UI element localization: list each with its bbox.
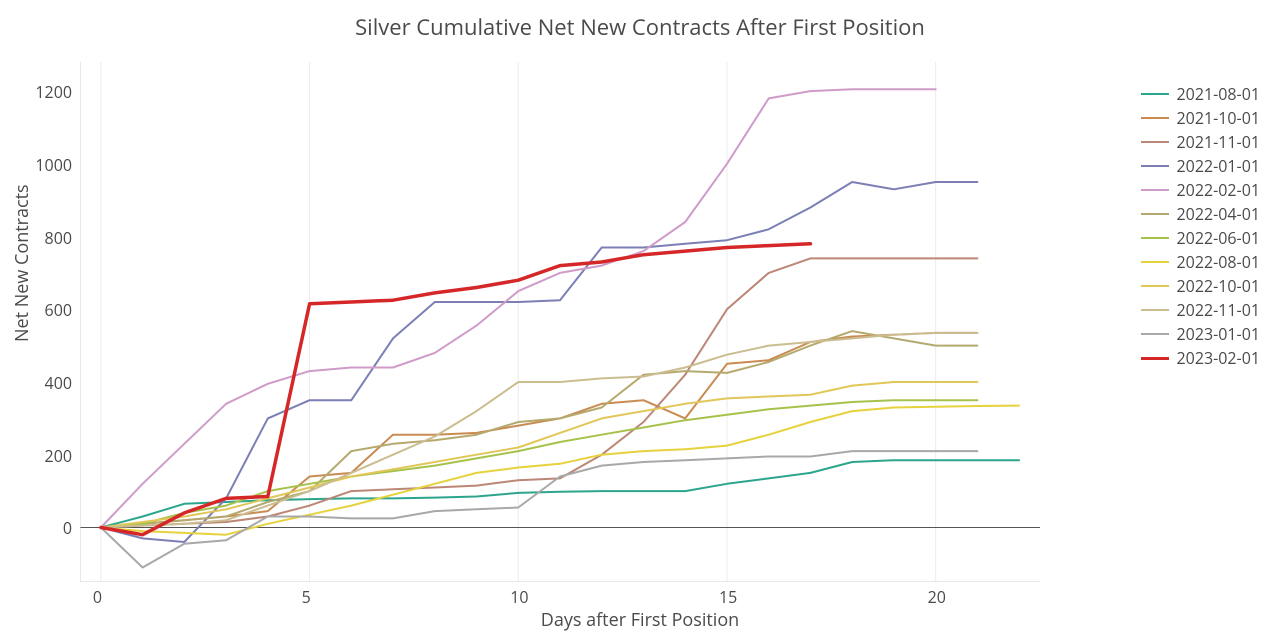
legend-swatch <box>1141 189 1169 191</box>
legend-item[interactable]: 2023-01-01 <box>1141 322 1260 346</box>
chart-title: Silver Cumulative Net New Contracts Afte… <box>0 0 1280 42</box>
legend-swatch <box>1141 261 1169 263</box>
x-tick-label: 15 <box>719 586 737 608</box>
x-axis-title: Days after First Position <box>0 608 1280 632</box>
legend-item[interactable]: 2021-10-01 <box>1141 106 1260 130</box>
y-tick-label: 1000 <box>35 154 72 176</box>
legend-swatch <box>1141 117 1169 119</box>
y-tick-label: 400 <box>45 372 72 394</box>
legend-label: 2022-02-01 <box>1177 179 1260 201</box>
legend-label: 2022-10-01 <box>1177 275 1260 297</box>
x-tick-label: 0 <box>93 586 102 608</box>
legend-item[interactable]: 2022-11-01 <box>1141 298 1260 322</box>
legend-label: 2022-06-01 <box>1177 227 1260 249</box>
legend-label: 2022-01-01 <box>1177 155 1260 177</box>
legend-item[interactable]: 2022-01-01 <box>1141 154 1260 178</box>
y-tick-label: 200 <box>45 445 72 467</box>
y-tick-label: 0 <box>63 517 72 539</box>
legend-swatch <box>1141 237 1169 239</box>
legend-label: 2023-02-01 <box>1177 347 1260 369</box>
legend-label: 2021-08-01 <box>1177 83 1260 105</box>
legend-item[interactable]: 2022-02-01 <box>1141 178 1260 202</box>
legend-label: 2022-11-01 <box>1177 299 1260 321</box>
plot-svg <box>80 62 1040 582</box>
legend-item[interactable]: 2022-10-01 <box>1141 274 1260 298</box>
legend-swatch <box>1141 357 1169 360</box>
legend-swatch <box>1141 165 1169 167</box>
legend-item[interactable]: 2023-02-01 <box>1141 346 1260 370</box>
y-axis-title: Net New Contracts <box>10 184 34 342</box>
legend-swatch <box>1141 285 1169 287</box>
x-tick-label: 20 <box>928 586 946 608</box>
y-tick-label: 800 <box>45 227 72 249</box>
legend-item[interactable]: 2022-08-01 <box>1141 250 1260 274</box>
legend-label: 2021-10-01 <box>1177 107 1260 129</box>
legend-item[interactable]: 2021-08-01 <box>1141 82 1260 106</box>
legend-label: 2021-11-01 <box>1177 131 1260 153</box>
legend-swatch <box>1141 309 1169 311</box>
legend-label: 2022-08-01 <box>1177 251 1260 273</box>
legend-label: 2022-04-01 <box>1177 203 1260 225</box>
legend-swatch <box>1141 333 1169 335</box>
legend-swatch <box>1141 93 1169 95</box>
legend-swatch <box>1141 141 1169 143</box>
y-tick-label: 1200 <box>35 81 72 103</box>
legend-label: 2023-01-01 <box>1177 323 1260 345</box>
x-tick-label: 10 <box>510 586 528 608</box>
legend: 2021-08-012021-10-012021-11-012022-01-01… <box>1141 82 1260 370</box>
y-tick-label: 600 <box>45 299 72 321</box>
legend-swatch <box>1141 213 1169 215</box>
x-tick-label: 5 <box>302 586 311 608</box>
legend-item[interactable]: 2022-04-01 <box>1141 202 1260 226</box>
legend-item[interactable]: 2022-06-01 <box>1141 226 1260 250</box>
legend-item[interactable]: 2021-11-01 <box>1141 130 1260 154</box>
chart-area: Net New Contracts Days after First Posit… <box>0 42 1280 632</box>
